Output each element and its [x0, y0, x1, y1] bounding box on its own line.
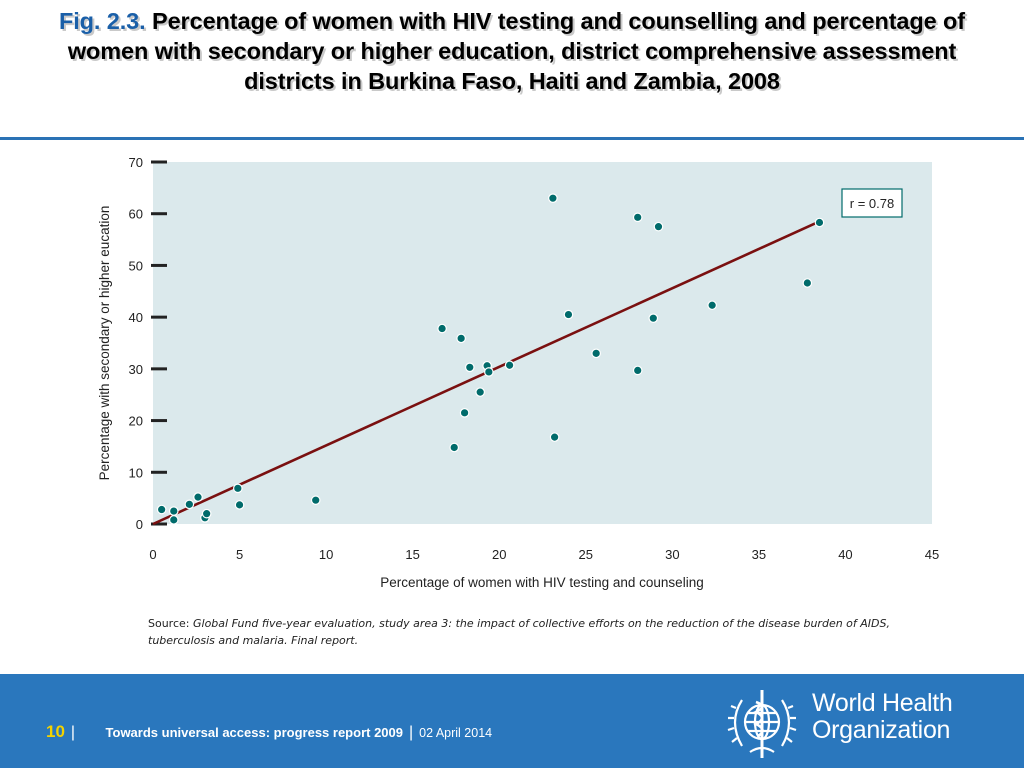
- data-point: [233, 483, 243, 494]
- x-axis-label: Percentage of women with HIV testing and…: [380, 575, 703, 590]
- data-point: [648, 313, 659, 323]
- y-tick-label: 0: [136, 517, 143, 532]
- y-tick-label: 50: [129, 258, 143, 273]
- footer-date: 02 April 2014: [419, 726, 493, 740]
- page-number: 10: [46, 722, 65, 741]
- data-point: [591, 348, 601, 359]
- data-point: [563, 309, 574, 320]
- y-tick-label: 60: [129, 207, 143, 222]
- x-tick-label: 5: [236, 547, 243, 562]
- y-axis-label: Percentage with secondary or higher euca…: [97, 206, 112, 481]
- data-point: [184, 499, 195, 510]
- data-point: [234, 500, 245, 510]
- footer-text: 10 | Towards universal access: progress r…: [46, 722, 492, 742]
- data-point: [449, 442, 460, 453]
- x-tick-label: 35: [752, 547, 766, 562]
- data-points: [156, 193, 825, 525]
- data-point: [707, 300, 717, 311]
- annotation-box: [841, 188, 903, 218]
- y-axis: 0 10 20 30 40 50 60 70: [129, 155, 167, 532]
- title-divider: [0, 137, 1024, 140]
- data-point: [484, 367, 494, 377]
- x-tick-label: 40: [838, 547, 852, 562]
- data-point: [802, 278, 813, 288]
- y-tick-label: 20: [129, 414, 143, 429]
- source-text: Global Fund five-year evaluation, study …: [148, 617, 890, 647]
- data-point: [548, 193, 558, 203]
- separator: |: [70, 724, 76, 741]
- y-tick-label: 10: [129, 465, 143, 480]
- footer-band: 10 | Towards universal access: progress r…: [0, 674, 1024, 768]
- who-emblem-icon: [727, 690, 797, 758]
- data-point: [437, 323, 447, 334]
- correlation-annotation: r = 0.78: [841, 188, 903, 218]
- data-point: [632, 212, 643, 223]
- x-tick-label: 15: [405, 547, 419, 562]
- data-point: [464, 362, 475, 373]
- slide-title: Fig. 2.3. Percentage of women with HIV t…: [20, 6, 1004, 96]
- scatter-chart: 0 10 20 30 40 50 60 70 0 5 10 15 20 25 30 35 40 45 r = 0…: [97, 155, 939, 590]
- data-point: [168, 515, 179, 525]
- data-point: [193, 492, 203, 502]
- y-tick-label: 70: [129, 155, 143, 170]
- data-point: [456, 333, 466, 344]
- x-tick-label: 25: [579, 547, 593, 562]
- data-point: [201, 508, 212, 519]
- data-point: [504, 360, 515, 371]
- separator: |: [408, 724, 414, 741]
- source-note: Source: Global Fund five-year evaluation…: [148, 615, 908, 649]
- figure-title: Percentage of women with HIV testing and…: [67, 8, 966, 94]
- x-tick-label: 30: [665, 547, 679, 562]
- data-point: [632, 365, 643, 376]
- x-tick-label: 0: [149, 547, 156, 562]
- data-point: [549, 432, 560, 442]
- data-point: [814, 217, 825, 228]
- data-point: [156, 504, 167, 515]
- figure-label: Fig. 2.3.: [58, 8, 146, 34]
- data-point: [310, 495, 321, 506]
- y-tick-label: 30: [129, 362, 143, 377]
- annotation-text: r = 0.78: [850, 196, 894, 211]
- x-axis: 0 5 10 15 20 25 30 35 40 45: [149, 547, 939, 562]
- y-tick-label: 40: [129, 310, 143, 325]
- organization-name: World Health Organization: [812, 689, 953, 744]
- data-point: [475, 387, 485, 397]
- org-name-line-1: World Health: [812, 689, 953, 717]
- x-tick-label: 20: [492, 547, 506, 562]
- report-title: Towards universal access: progress repor…: [105, 725, 403, 740]
- data-point: [168, 506, 179, 516]
- x-tick-label: 45: [925, 547, 939, 562]
- data-point: [653, 221, 664, 232]
- x-tick-label: 10: [319, 547, 333, 562]
- data-point: [459, 408, 470, 418]
- source-prefix: Source:: [148, 617, 190, 630]
- org-name-line-2: Organization: [812, 716, 951, 744]
